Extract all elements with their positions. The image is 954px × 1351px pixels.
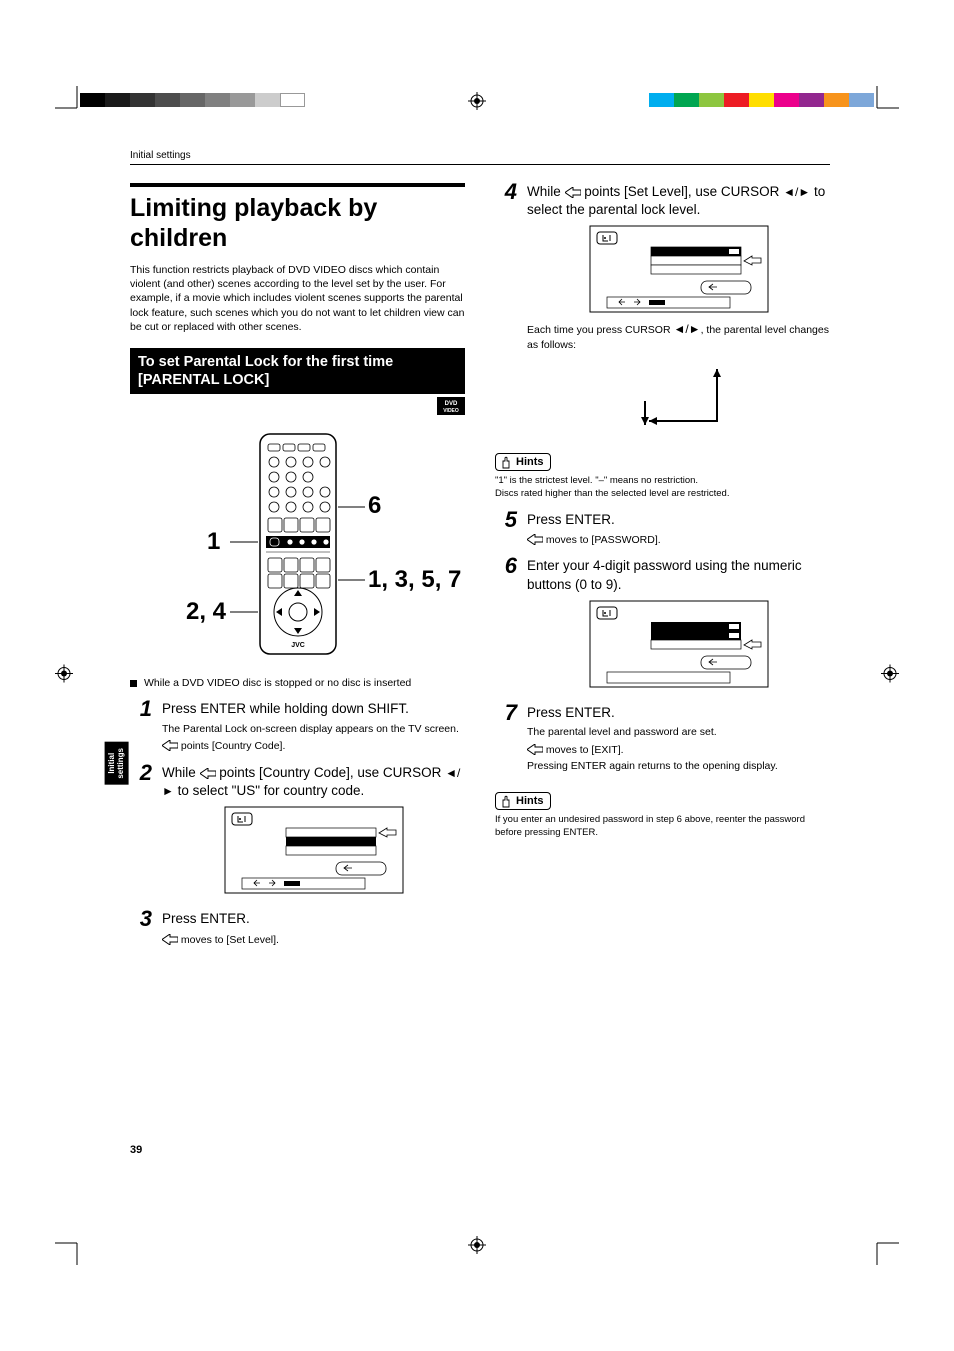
page-content: Initial settings Limiting playback by ch… [130, 150, 830, 957]
callout-lines [130, 426, 465, 666]
precondition-note: While a DVD VIDEO disc is stopped or no … [130, 676, 465, 690]
step-instruction: Press ENTER. [527, 511, 830, 529]
right-column: 4 While points [Set Level], use CURSOR ◄… [495, 183, 830, 957]
step-number: 5 [495, 509, 517, 550]
step-number: 4 [495, 181, 517, 445]
pointer-icon [162, 934, 178, 945]
callout-1357: 1, 3, 5, 7 [368, 566, 461, 594]
step-number: 2 [130, 762, 152, 902]
breadcrumb: Initial settings [130, 150, 830, 165]
step-1: 1 Press ENTER while holding down SHIFT. … [130, 700, 465, 756]
registration-mark-top [468, 92, 486, 115]
hand-icon [499, 455, 513, 469]
registration-mark-right [881, 664, 899, 687]
osd-password [589, 600, 769, 688]
step-7: 7 Press ENTER. The parental level and pa… [495, 704, 830, 776]
svg-text:DVD: DVD [445, 401, 458, 407]
level-cycle-diagram [609, 361, 749, 433]
step-5: 5 Press ENTER. moves to [PASSWORD]. [495, 511, 830, 550]
svg-text:VIDEO: VIDEO [443, 408, 459, 414]
step-instruction: While points [Set Level], use CURSOR ◄/►… [527, 183, 830, 219]
step-instruction: Press ENTER. [527, 704, 830, 722]
pointer-icon [527, 744, 543, 755]
step-sub: The parental level and password are set. [527, 725, 830, 740]
step-instruction: Press ENTER. [162, 910, 465, 928]
step-sub: moves to [Set Level]. [162, 932, 465, 948]
side-tab: Initialsettings [105, 742, 129, 785]
step-number: 6 [495, 555, 517, 695]
section-heading: To set Parental Lock for the first time … [130, 348, 465, 394]
step-6: 6 Enter your 4-digit password using the … [495, 557, 830, 695]
crop-mark-bl [55, 1237, 83, 1265]
crop-mark-tr [871, 86, 899, 114]
grayscale-bar [80, 93, 305, 107]
hints-badge: Hints [495, 792, 551, 810]
hints-label: Hints [516, 795, 544, 807]
osd-country-code [224, 806, 404, 894]
step-number: 3 [130, 908, 152, 949]
step-4: 4 While points [Set Level], use CURSOR ◄… [495, 183, 830, 445]
step-number: 7 [495, 702, 517, 776]
step-2: 2 While points [Country Code], use CURSO… [130, 764, 465, 902]
hints-text: "1" is the strictest level. "–" means no… [495, 475, 830, 501]
crop-mark-br [871, 1237, 899, 1265]
step-sub: points [Country Code]. [162, 738, 465, 754]
crop-mark-tl [55, 86, 83, 114]
callout-24: 2, 4 [186, 598, 226, 626]
step-3: 3 Press ENTER. moves to [Set Level]. [130, 910, 465, 949]
step-sub: Pressing ENTER again returns to the open… [527, 759, 830, 774]
step-instruction: While points [Country Code], use CURSOR … [162, 764, 465, 800]
step-sub: Each time you press CURSOR ◄/►, the pare… [527, 321, 830, 352]
pointer-icon [200, 768, 216, 779]
page-number: 39 [130, 1144, 142, 1156]
hand-icon [499, 794, 513, 808]
osd-set-level [589, 225, 769, 313]
callout-6: 6 [368, 492, 381, 520]
step-number: 1 [130, 698, 152, 756]
step-instruction: Enter your 4-digit password using the nu… [527, 557, 830, 593]
pointer-icon [162, 740, 178, 751]
registration-mark-bottom [468, 1236, 486, 1259]
remote-illustration: JVC 6 1 1, 3, 5, 7 2, 4 [130, 426, 465, 676]
hints-label: Hints [516, 456, 544, 468]
intro-paragraph: This function restricts playback of DVD … [130, 263, 465, 334]
left-column: Limiting playback by children This funct… [130, 183, 465, 957]
step-sub: moves to [EXIT]. [527, 742, 830, 758]
step-instruction: Press ENTER while holding down SHIFT. [162, 700, 465, 718]
hints-badge: Hints [495, 453, 551, 471]
pointer-icon [565, 187, 581, 198]
page-title: Limiting playback by children [130, 183, 465, 253]
dvd-badge: DVDVIDEO [437, 397, 465, 420]
registration-mark-left [55, 664, 73, 687]
hints-text: If you enter an undesired password in st… [495, 814, 830, 840]
step-sub: moves to [PASSWORD]. [527, 532, 830, 548]
pointer-icon [527, 534, 543, 545]
color-bar [649, 93, 874, 107]
callout-1: 1 [207, 528, 220, 556]
step-sub: The Parental Lock on-screen display appe… [162, 722, 465, 737]
